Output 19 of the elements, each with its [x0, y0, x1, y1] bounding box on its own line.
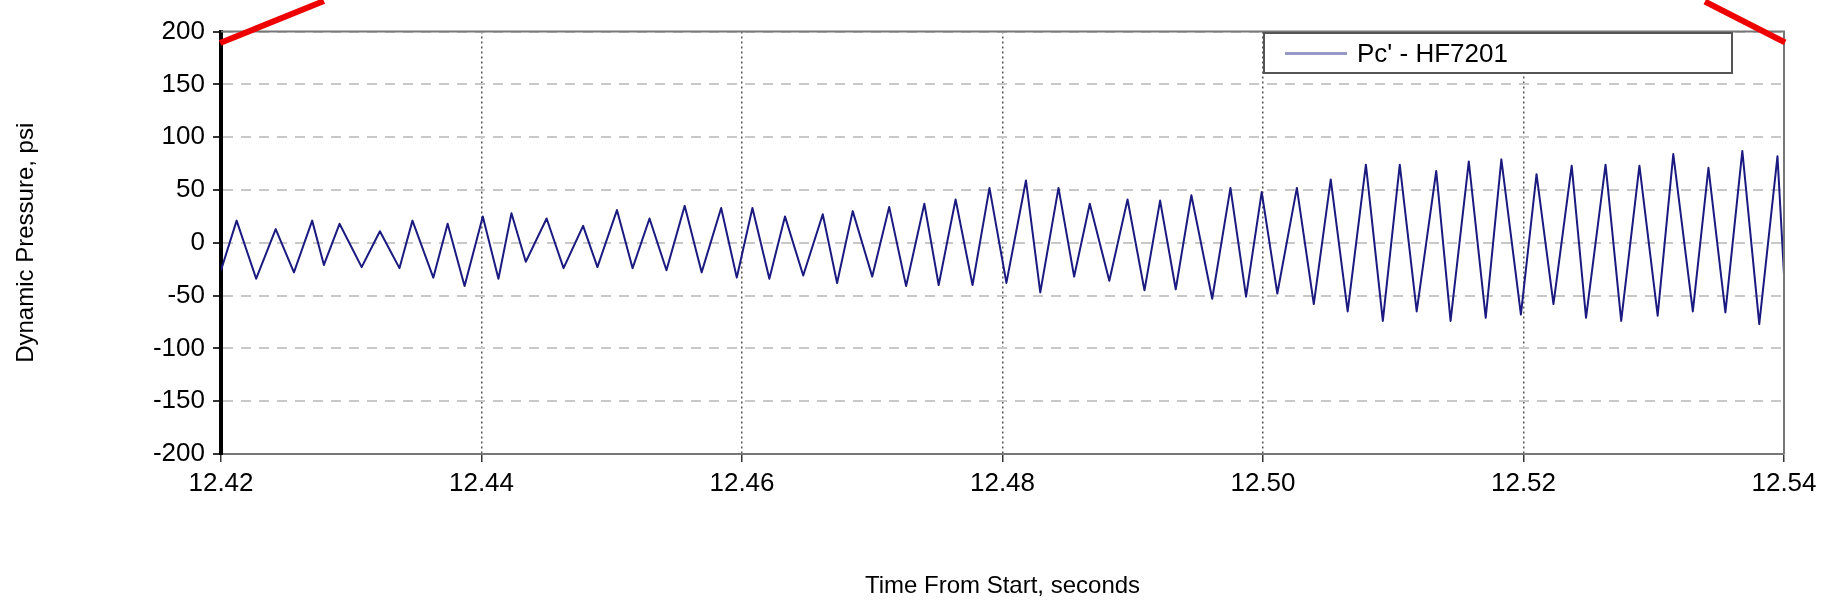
y-tick-label: -150	[152, 384, 205, 415]
x-tick-label: 12.42	[188, 466, 254, 497]
y-tick-label: 100	[161, 120, 205, 151]
y-tick-label: -50	[167, 278, 205, 309]
x-tick-label: 12.54	[1751, 466, 1817, 497]
x-tick-label: 12.46	[709, 466, 775, 497]
y-tick-label: 0	[190, 225, 205, 256]
legend-label: Pc' - HF7201	[1357, 37, 1508, 69]
y-tick-label: 50	[176, 173, 205, 204]
x-axis-title: Time From Start, seconds	[864, 571, 1141, 599]
y-tick-label: -100	[152, 331, 205, 362]
y-tick-label: -200	[152, 437, 205, 468]
y-tick-label: 200	[161, 14, 205, 45]
y-axis-title: Dynamic Pressure, psi	[11, 122, 39, 363]
x-tick-label: 12.50	[1230, 466, 1296, 497]
y-tick-label: 150	[161, 67, 205, 98]
x-tick-label: 12.44	[448, 466, 515, 497]
x-tick-label: 12.48	[969, 466, 1036, 497]
x-tick-label: 12.52	[1490, 466, 1557, 497]
